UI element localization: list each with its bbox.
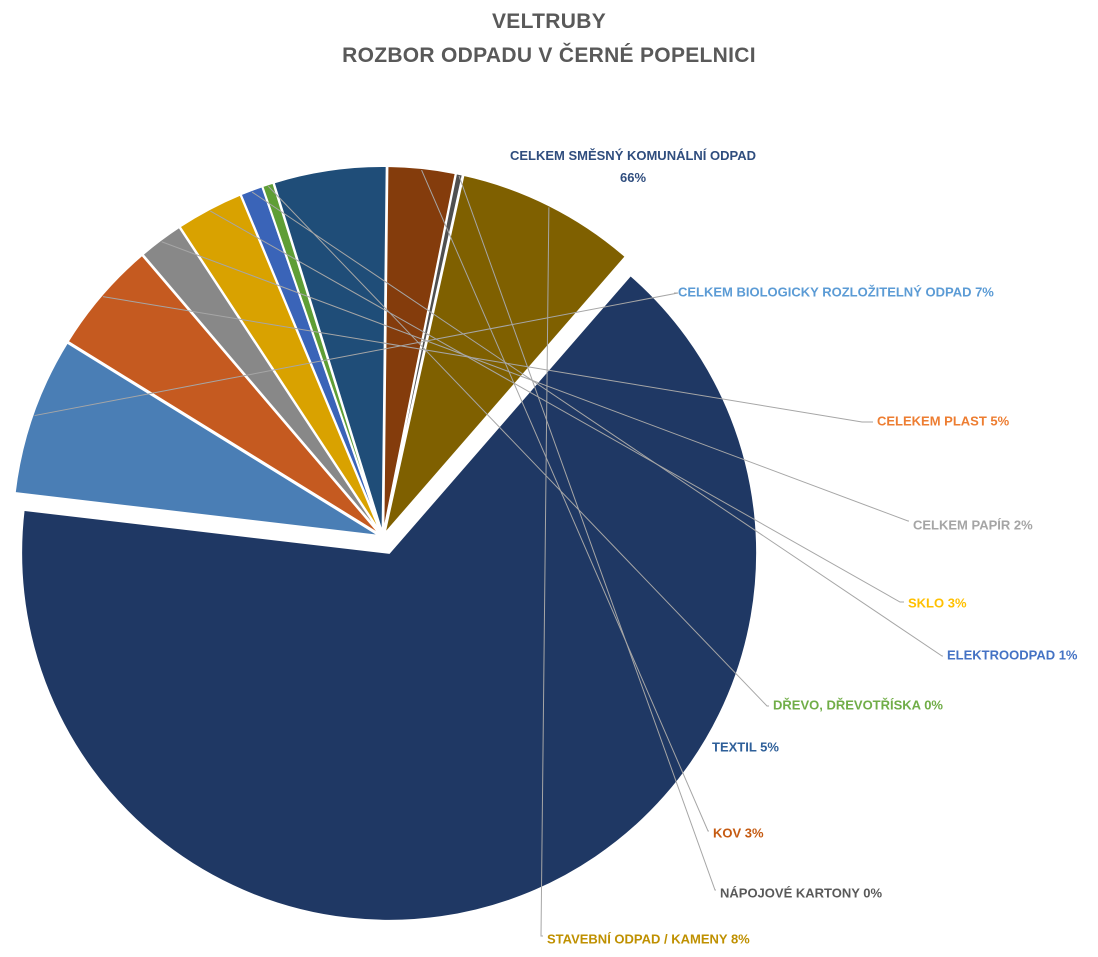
- pie-slice-celkem-smesny-komunalni-odpad: [20, 273, 759, 922]
- data-labels: CELKEM SMĚSNÝ KOMUNÁLNÍ ODPAD 66% CELKEM B…: [510, 148, 1078, 946]
- leader-line-drevo-drevotriska: [267, 185, 769, 707]
- data-label-sklo: SKLO 3%: [908, 595, 967, 610]
- data-label-elektroodpad: ELEKTROODPAD 1%: [947, 647, 1078, 662]
- pie-slice-celkem-biologicky-rozlozitelny-odpad: [13, 341, 381, 538]
- leader-line-stavebni-odpad-kameny: [540, 207, 550, 937]
- leader-line-kov: [421, 169, 709, 832]
- data-label-drevo-drevotriska: DŘEVO, DŘEVOTŘÍSKA 0%: [773, 697, 943, 712]
- leader-line-celekem-plast: [102, 296, 873, 423]
- leader-lines: [34, 169, 943, 937]
- data-label-textil: TEXTIL 5%: [712, 739, 779, 754]
- data-label-celkem-papir: CELKEM PAPÍR 2%: [913, 517, 1033, 532]
- data-label-celkem-smesny-komunalni-odpad-percent: 66%: [620, 170, 646, 185]
- data-label-stavebni-odpad-kameny: STAVEBNÍ ODPAD / KAMENY 8%: [547, 931, 750, 946]
- leader-line-napojove-kartony: [458, 175, 716, 891]
- data-label-celekem-plast: CELEKEM PLAST 5%: [877, 413, 1010, 428]
- leader-line-elektroodpad: [251, 191, 943, 657]
- data-label-celkem-biologicky-rozlozitelny-odpad: CELKEM BIOLOGICKY ROZLOŽITELNÝ ODPAD 7%: [678, 284, 994, 299]
- data-label-napojove-kartony: NÁPOJOVÉ KARTONY 0%: [720, 885, 883, 900]
- data-label-kov: KOV 3%: [713, 825, 764, 840]
- leader-line-sklo: [209, 210, 904, 603]
- chart-subtitle: ROZBOR ODPADU V ČERNÉ POPELNICI: [342, 44, 756, 67]
- leader-line-celkem-biologicky-rozlozitelny-odpad: [34, 292, 679, 417]
- pie-slices: [13, 165, 759, 922]
- pie-slice-stavebni-odpad-kameny: [383, 173, 628, 535]
- data-label-celkem-smesny-komunalni-odpad-category: CELKEM SMĚSNÝ KOMUNÁLNÍ ODPAD: [510, 148, 756, 163]
- chart-title: VELTRUBY: [491, 10, 606, 33]
